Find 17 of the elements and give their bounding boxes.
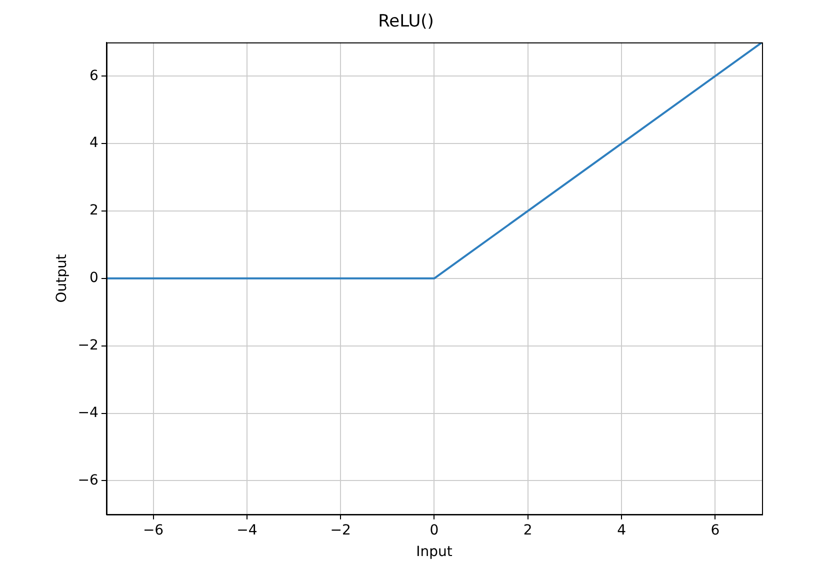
x-tick-label: 2	[523, 522, 532, 538]
x-tick-label: 6	[710, 522, 720, 538]
y-tick-label: −6	[78, 472, 99, 488]
y-tick-label: 2	[90, 202, 98, 219]
x-tick-label: 4	[617, 522, 626, 538]
x-axis-title: Input	[416, 544, 453, 560]
x-tick-label: 0	[430, 522, 439, 538]
y-tick-label: 0	[90, 270, 98, 286]
y-axis-title: Output	[54, 254, 70, 303]
y-tick-label: 6	[90, 68, 99, 84]
chart-title: ReLU()	[378, 12, 434, 32]
x-tick-label: −2	[330, 522, 351, 538]
y-tick-label: −4	[78, 404, 99, 421]
y-tick-label: −2	[78, 337, 98, 354]
y-tick-label: 4	[90, 135, 99, 152]
x-tick-label: −4	[236, 522, 258, 538]
x-tick-label: −6	[142, 522, 164, 538]
